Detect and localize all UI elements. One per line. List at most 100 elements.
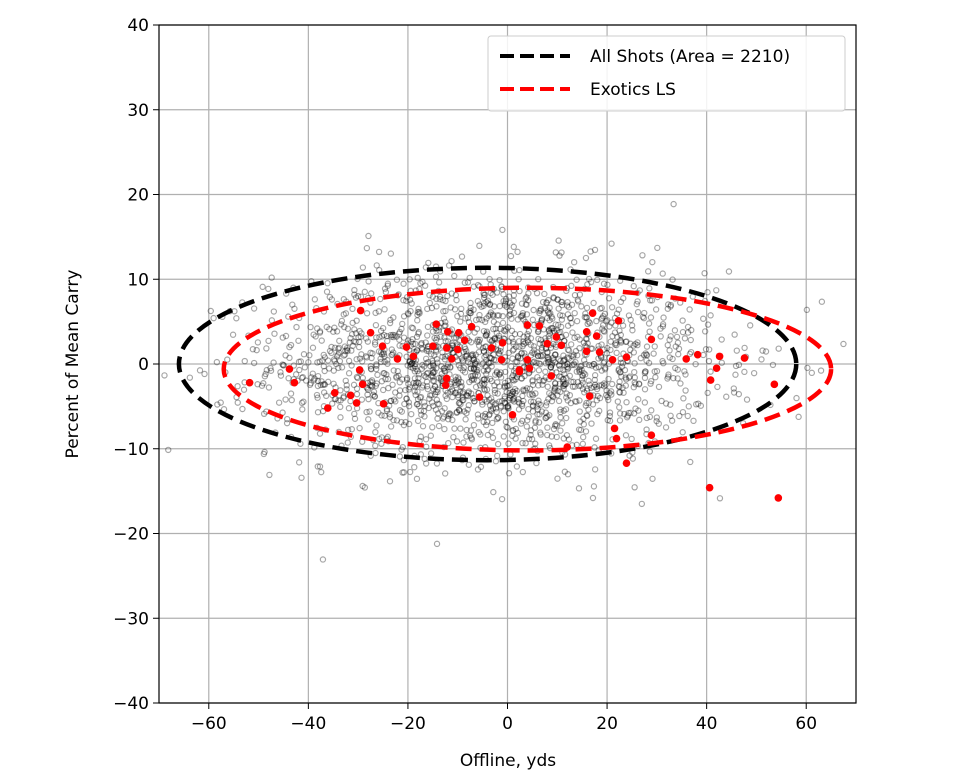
all-shots-point: [497, 374, 505, 381]
all-shots-point: [527, 431, 534, 439]
all-shots-point: [582, 360, 589, 368]
all-shots-point: [450, 334, 458, 341]
all-shots-point: [371, 341, 379, 348]
all-shots-point: [424, 369, 432, 377]
all-shots-point: [354, 292, 362, 300]
all-shots-point: [679, 408, 687, 416]
all-shots-point: [431, 334, 438, 342]
all-shots-point: [558, 298, 565, 306]
all-shots-point: [657, 333, 664, 340]
all-shots-point: [371, 393, 378, 400]
all-shots-point: [654, 244, 661, 252]
all-shots-point: [625, 374, 633, 381]
all-shots-point: [387, 331, 395, 339]
all-shots-point: [480, 347, 488, 355]
exotics-point: [705, 483, 714, 492]
all-shots-point: [548, 360, 556, 367]
all-shots-point: [380, 350, 388, 358]
all-shots-point: [466, 378, 473, 386]
all-shots-point: [421, 413, 428, 420]
all-shots-point: [506, 394, 514, 402]
all-shots-point: [506, 307, 514, 314]
all-shots-point: [314, 409, 322, 416]
all-shots-point: [563, 363, 571, 371]
all-shots-point: [378, 412, 385, 419]
all-shots-point: [298, 474, 305, 481]
all-shots-point: [381, 358, 388, 365]
all-shots-point: [535, 382, 542, 389]
all-shots-point: [442, 297, 449, 305]
all-shots-point: [669, 276, 676, 283]
all-shots-point: [487, 406, 495, 413]
all-shots-point: [343, 344, 351, 352]
all-shots-point: [474, 336, 481, 343]
all-shots-point: [700, 315, 707, 322]
all-shots-point: [544, 309, 552, 316]
all-shots-point: [422, 355, 430, 363]
all-shots-point: [589, 345, 596, 352]
all-shots-point: [561, 361, 569, 369]
all-shots-point: [414, 396, 422, 403]
exotics-point: [393, 355, 402, 363]
all-shots-point: [325, 365, 333, 372]
all-shots-point: [664, 341, 671, 349]
all-shots-point: [552, 351, 559, 358]
all-shots-point: [377, 349, 385, 356]
all-shots-point: [513, 387, 521, 395]
all-shots-point: [483, 328, 491, 335]
all-shots-point: [414, 274, 421, 282]
all-shots-point: [509, 376, 516, 384]
all-shots-point: [266, 471, 273, 479]
all-shots-point: [396, 336, 403, 343]
all-shots-point: [552, 321, 559, 328]
all-shots-point: [502, 300, 509, 307]
all-shots-point: [475, 342, 483, 349]
all-shots-point: [568, 319, 575, 327]
all-shots-point: [662, 424, 670, 431]
all-shots-point: [529, 378, 536, 385]
all-shots-point: [380, 370, 387, 377]
all-shots-point: [576, 408, 583, 415]
all-shots-point: [587, 248, 594, 255]
all-shots-point: [347, 397, 354, 405]
all-shots-point: [433, 327, 440, 335]
all-shots-point: [681, 335, 689, 342]
all-shots-point: [486, 275, 493, 283]
all-shots-point: [606, 409, 614, 416]
all-shots-point: [560, 357, 568, 364]
all-shots-point: [406, 358, 414, 365]
all-shots-point: [629, 455, 637, 462]
all-shots-point: [502, 327, 509, 335]
all-shots-point: [517, 313, 525, 320]
all-shots-point: [576, 291, 584, 298]
all-shots-point: [351, 326, 358, 333]
all-shots-point: [415, 374, 422, 382]
all-shots-point: [411, 362, 418, 370]
all-shots-point: [597, 305, 604, 312]
all-shots-point: [386, 414, 394, 421]
all-shots-point: [448, 290, 455, 297]
all-shots-point: [469, 351, 476, 358]
all-shots-point: [395, 372, 402, 380]
all-shots-point: [352, 338, 359, 346]
exotics-point: [592, 332, 601, 340]
all-shots-point: [395, 330, 403, 337]
all-shots-point: [481, 380, 488, 387]
all-shots-point: [413, 333, 421, 341]
all-shots-point: [601, 328, 608, 335]
all-shots-point: [507, 310, 514, 318]
all-shots-point: [515, 406, 523, 413]
all-shots-point: [590, 299, 597, 307]
all-shots-point: [505, 470, 513, 477]
all-shots-point: [705, 346, 713, 353]
all-shots-point: [501, 393, 508, 400]
all-shots-point: [365, 395, 372, 403]
all-shots-point: [616, 388, 623, 396]
all-shots-point: [671, 327, 679, 334]
all-shots-point: [505, 312, 513, 319]
all-shots-point: [615, 306, 622, 313]
all-shots-point: [524, 417, 531, 424]
all-shots-point: [539, 352, 547, 359]
all-shots-point: [372, 321, 380, 329]
exotics-point: [647, 431, 656, 439]
